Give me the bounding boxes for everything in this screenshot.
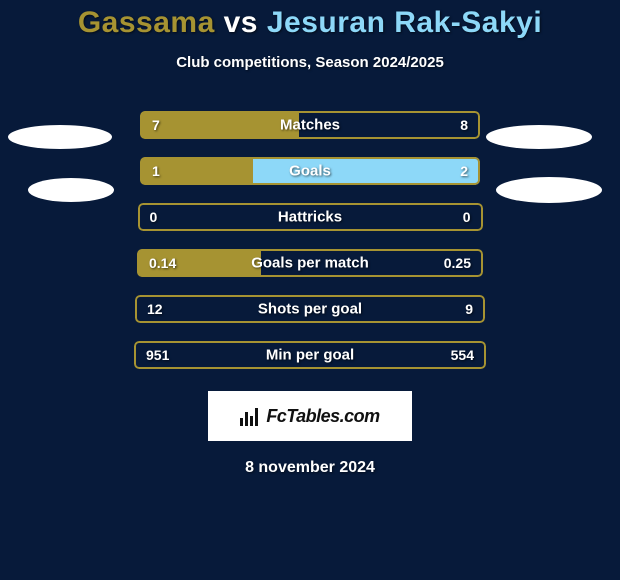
title-player1: Gassama <box>78 6 215 39</box>
stat-value-left: 1 <box>152 163 160 179</box>
stat-row: Min per goal 951 554 <box>134 341 486 369</box>
date: 8 november 2024 <box>245 459 375 477</box>
stat-row: Hattricks 0 0 <box>138 203 483 231</box>
stat-label: Goals <box>289 163 331 180</box>
stat-value-right: 0.25 <box>444 255 471 271</box>
stat-value-right: 0 <box>463 209 471 225</box>
club-logo-placeholder <box>496 177 602 203</box>
stat-value-left: 951 <box>146 347 169 363</box>
club-logo-placeholder <box>486 125 592 149</box>
stat-fill-right <box>253 157 480 185</box>
stat-label: Hattricks <box>278 209 342 226</box>
club-logo-placeholder <box>28 178 114 202</box>
title-vs: vs <box>224 6 258 39</box>
brand-text: FcTables.com <box>266 406 379 427</box>
stat-value-left: 0 <box>150 209 158 225</box>
page-title: Gassama vs Jesuran Rak-Sakyi <box>78 6 542 40</box>
subtitle: Club competitions, Season 2024/2025 <box>176 54 444 71</box>
stat-label: Min per goal <box>266 347 354 364</box>
stat-value-right: 8 <box>460 117 468 133</box>
stat-value-left: 7 <box>152 117 160 133</box>
stat-row: Goals 1 2 <box>140 157 480 185</box>
stat-value-right: 2 <box>460 163 468 179</box>
stat-label: Matches <box>280 117 340 134</box>
brand-badge: FcTables.com <box>208 391 412 441</box>
stat-row: Goals per match 0.14 0.25 <box>137 249 483 277</box>
title-player2: Jesuran Rak-Sakyi <box>267 6 542 39</box>
stat-value-right: 554 <box>451 347 474 363</box>
stat-value-left: 12 <box>147 301 163 317</box>
stat-fill-left <box>140 111 299 139</box>
stat-rows: Matches78Goals12Hattricks00Goals per mat… <box>0 111 620 369</box>
stat-label: Goals per match <box>251 255 369 272</box>
stat-row: Matches 7 8 <box>140 111 480 139</box>
stat-value-right: 9 <box>465 301 473 317</box>
stat-row: Shots per goal 12 9 <box>135 295 485 323</box>
club-logo-placeholder <box>8 125 112 149</box>
stat-value-left: 0.14 <box>149 255 176 271</box>
stat-label: Shots per goal <box>258 301 362 318</box>
bar-chart-icon <box>240 406 258 426</box>
